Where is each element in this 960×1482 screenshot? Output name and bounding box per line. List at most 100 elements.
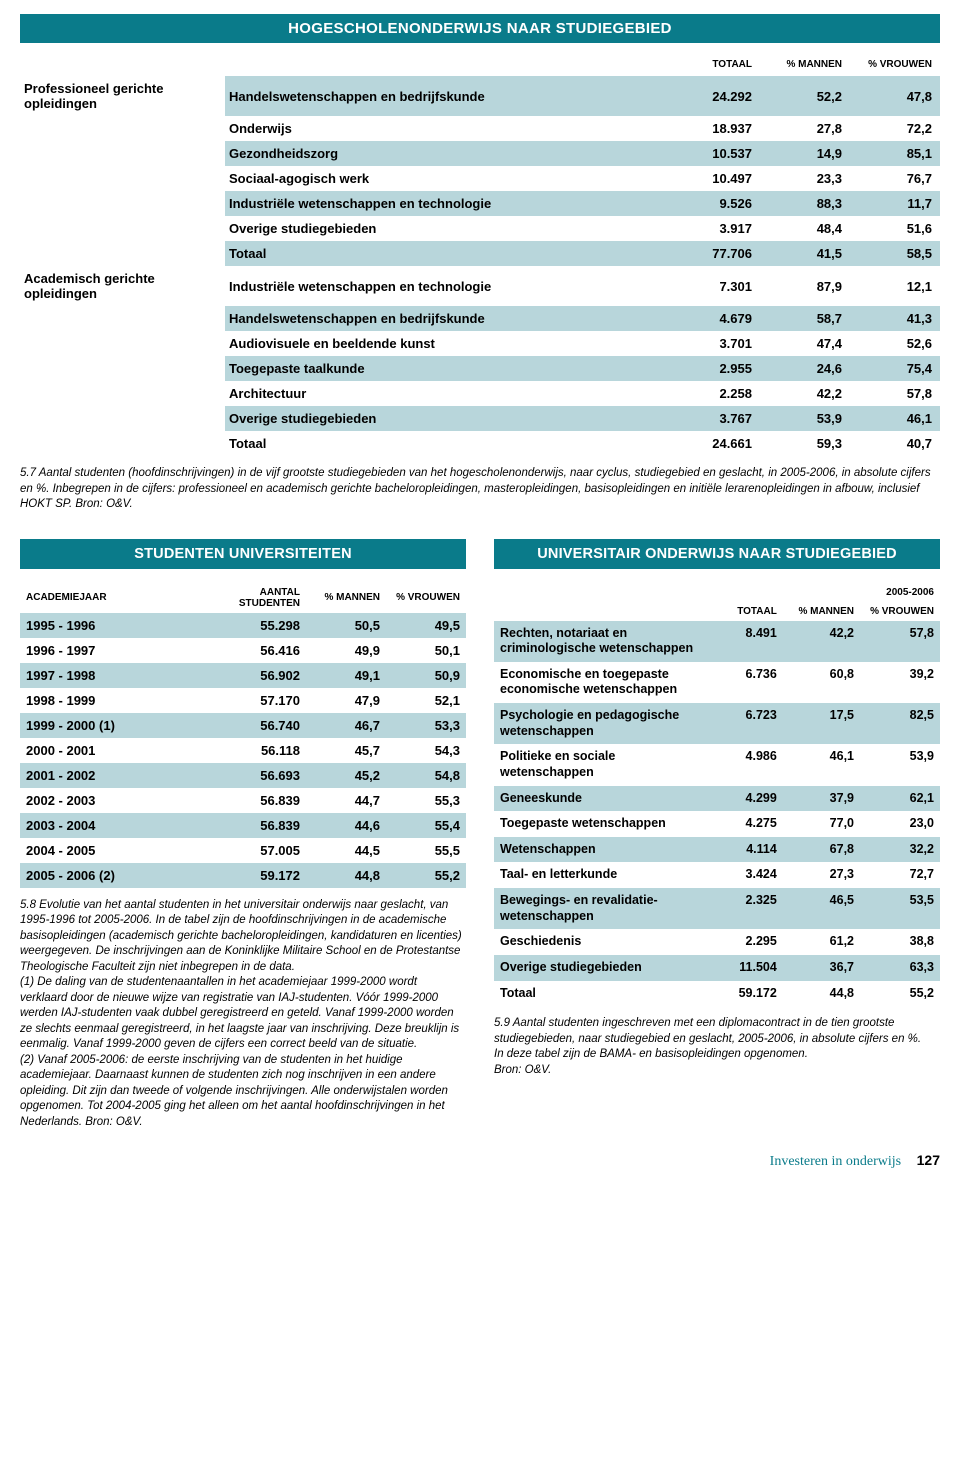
num-cell: 37,9 xyxy=(783,786,860,812)
left-col: STUDENTEN UNIVERSITEITEN ACADEMIEJAAR AA… xyxy=(20,539,466,1131)
label-cell: Industriële wetenschappen en technologie xyxy=(225,266,670,306)
num-cell: 44,6 xyxy=(306,813,386,838)
label-cell: Bewegings- en revalidatie-wetenschappen xyxy=(494,888,706,929)
category-cell xyxy=(20,431,225,456)
num-cell: 61,2 xyxy=(783,929,860,955)
label-cell: Handelswetenschappen en bedrijfskunde xyxy=(225,306,670,331)
category-cell xyxy=(20,191,225,216)
label-cell: Architectuur xyxy=(225,381,670,406)
table-row: 2000 - 200156.11845,754,3 xyxy=(20,738,466,763)
num-cell: 50,1 xyxy=(386,638,466,663)
num-cell: 23,3 xyxy=(760,166,850,191)
num-cell: 39,2 xyxy=(860,662,940,703)
col-mannen: % MANNEN xyxy=(760,53,850,76)
num-cell: 88,3 xyxy=(760,191,850,216)
year-cell: 1999 - 2000 (1) xyxy=(20,713,226,738)
num-cell: 40,7 xyxy=(850,431,940,456)
category-cell xyxy=(20,331,225,356)
num-cell: 8.491 xyxy=(706,621,783,662)
left-banner: STUDENTEN UNIVERSITEITEN xyxy=(20,539,466,569)
num-cell: 27,3 xyxy=(783,862,860,888)
label-cell: Totaal xyxy=(225,241,670,266)
num-cell: 52,2 xyxy=(760,76,850,116)
num-cell: 62,1 xyxy=(860,786,940,812)
category-cell xyxy=(20,216,225,241)
num-cell: 14,9 xyxy=(760,141,850,166)
label-cell: Toegepaste taalkunde xyxy=(225,356,670,381)
left-h1: AANTAL STUDENTEN xyxy=(226,583,306,613)
label-cell: Totaal xyxy=(494,981,706,1007)
table-row: Totaal59.17244,855,2 xyxy=(494,981,940,1007)
num-cell: 58,5 xyxy=(850,241,940,266)
label-cell: Sociaal-agogisch werk xyxy=(225,166,670,191)
footer-title: Investeren in onderwijs xyxy=(770,1154,901,1169)
num-cell: 11,7 xyxy=(850,191,940,216)
num-cell: 9.526 xyxy=(670,191,760,216)
num-cell: 56.839 xyxy=(226,813,306,838)
table-row: Rechten, notariaat en criminologische we… xyxy=(494,621,940,662)
category-cell xyxy=(20,306,225,331)
num-cell: 49,9 xyxy=(306,638,386,663)
category-cell xyxy=(20,406,225,431)
right-h1: TOTAAL xyxy=(706,602,783,621)
num-cell: 50,9 xyxy=(386,663,466,688)
num-cell: 47,8 xyxy=(850,76,940,116)
table-row: Industriële wetenschappen en technologie… xyxy=(20,191,940,216)
num-cell: 47,9 xyxy=(306,688,386,713)
table-row: Academisch gerichte opleidingenIndustrië… xyxy=(20,266,940,306)
table-row: Psychologie en pedagogische wetenschappe… xyxy=(494,703,940,744)
left-h2: % MANNEN xyxy=(306,583,386,613)
num-cell: 45,2 xyxy=(306,763,386,788)
num-cell: 85,1 xyxy=(850,141,940,166)
year-cell: 1997 - 1998 xyxy=(20,663,226,688)
num-cell: 46,7 xyxy=(306,713,386,738)
num-cell: 52,1 xyxy=(386,688,466,713)
num-cell: 24.292 xyxy=(670,76,760,116)
table-row: Politieke en sociale wetenschappen4.9864… xyxy=(494,744,940,785)
num-cell: 67,8 xyxy=(783,837,860,863)
label-cell: Wetenschappen xyxy=(494,837,706,863)
num-cell: 41,5 xyxy=(760,241,850,266)
num-cell: 72,7 xyxy=(860,862,940,888)
table-row: Taal- en letterkunde3.42427,372,7 xyxy=(494,862,940,888)
table-row: 1995 - 199655.29850,549,5 xyxy=(20,613,466,638)
num-cell: 36,7 xyxy=(783,955,860,981)
left-table: ACADEMIEJAAR AANTAL STUDENTEN % MANNEN %… xyxy=(20,583,466,888)
label-cell: Gezondheidszorg xyxy=(225,141,670,166)
num-cell: 77,0 xyxy=(783,811,860,837)
right-caption: 5.9 Aantal studenten ingeschreven met ee… xyxy=(494,1016,940,1078)
right-year: 2005-2006 xyxy=(706,583,940,602)
num-cell: 50,5 xyxy=(306,613,386,638)
category-cell: Academisch gerichte opleidingen xyxy=(20,266,225,306)
num-cell: 55,2 xyxy=(860,981,940,1007)
table-row: Wetenschappen4.11467,832,2 xyxy=(494,837,940,863)
table-row: Audiovisuele en beeldende kunst3.70147,4… xyxy=(20,331,940,356)
table-row: Handelswetenschappen en bedrijfskunde4.6… xyxy=(20,306,940,331)
label-cell: Handelswetenschappen en bedrijfskunde xyxy=(225,76,670,116)
num-cell: 53,9 xyxy=(760,406,850,431)
category-cell xyxy=(20,166,225,191)
table-row: Overige studiegebieden11.50436,763,3 xyxy=(494,955,940,981)
table-row: Professioneel gerichte opleidingenHandel… xyxy=(20,76,940,116)
label-cell: Economische en toegepaste economische we… xyxy=(494,662,706,703)
num-cell: 54,3 xyxy=(386,738,466,763)
num-cell: 12,1 xyxy=(850,266,940,306)
table-row: 1999 - 2000 (1)56.74046,753,3 xyxy=(20,713,466,738)
num-cell: 72,2 xyxy=(850,116,940,141)
num-cell: 54,8 xyxy=(386,763,466,788)
table-row: Architectuur2.25842,257,8 xyxy=(20,381,940,406)
num-cell: 42,2 xyxy=(760,381,850,406)
num-cell: 32,2 xyxy=(860,837,940,863)
table-row: Toegepaste wetenschappen4.27577,023,0 xyxy=(494,811,940,837)
num-cell: 6.723 xyxy=(706,703,783,744)
category-cell xyxy=(20,356,225,381)
main-banner: HOGESCHOLENONDERWIJS NAAR STUDIEGEBIED xyxy=(20,14,940,43)
label-cell: Toegepaste wetenschappen xyxy=(494,811,706,837)
table-row: 1998 - 199957.17047,952,1 xyxy=(20,688,466,713)
num-cell: 52,6 xyxy=(850,331,940,356)
label-cell: Overige studiegebieden xyxy=(225,406,670,431)
col-vrouwen: % VROUWEN xyxy=(850,53,940,76)
table-row: Totaal24.66159,340,7 xyxy=(20,431,940,456)
right-banner: UNIVERSITAIR ONDERWIJS NAAR STUDIEGEBIED xyxy=(494,539,940,569)
table-row: 2002 - 200356.83944,755,3 xyxy=(20,788,466,813)
